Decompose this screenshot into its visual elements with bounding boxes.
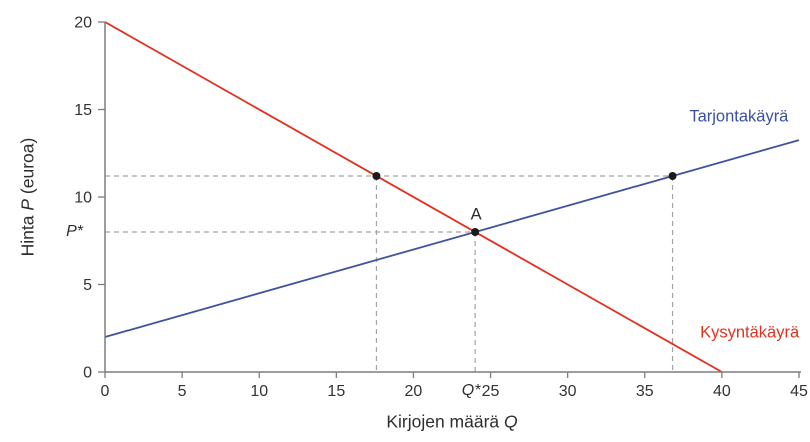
x-tick-label-15: 15 (327, 383, 345, 400)
data-point-1 (471, 228, 480, 236)
demand-curve-label: Kysyntäkäyrä (700, 323, 800, 342)
x-tick-label-30: 30 (559, 383, 577, 400)
x-tick-label-45: 45 (790, 383, 808, 400)
equilibrium-price-label: P* (66, 223, 83, 240)
x-tick-label-0: 0 (101, 383, 110, 400)
y-axis-title: Hinta P (euroa) (17, 137, 38, 257)
equilibrium-point-label: A (470, 205, 482, 224)
demand-curve (104, 21, 723, 373)
y-tick-label-15: 15 (74, 102, 92, 119)
x-tick-label-20: 20 (405, 383, 423, 400)
y-tick-label-20: 20 (74, 15, 92, 32)
x-tick-label-5: 5 (178, 383, 187, 400)
x-tick-label-35: 35 (636, 383, 654, 400)
x-tick-label-10: 10 (250, 383, 268, 400)
data-point-0 (372, 172, 381, 180)
x-tick-label-40: 40 (713, 383, 731, 400)
y-tick-label-10: 10 (74, 190, 92, 207)
equilibrium-quantity-label: Q* (461, 382, 481, 399)
y-tick-label-5: 5 (83, 277, 92, 294)
data-point-2 (668, 172, 677, 180)
x-axis-title: Kirjojen määrä Q (386, 411, 518, 432)
supply-curve (104, 139, 800, 338)
supply-curve-label: Tarjontakäyrä (689, 107, 789, 125)
y-tick-label-0: 0 (83, 365, 92, 382)
x-tick-label-25: 25 (482, 383, 500, 400)
